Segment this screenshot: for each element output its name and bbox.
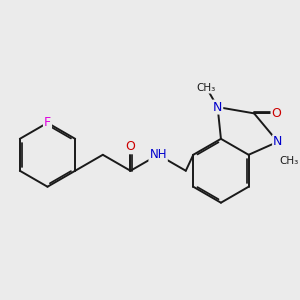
- Text: NH: NH: [149, 148, 167, 161]
- Text: F: F: [44, 116, 51, 129]
- Text: CH₃: CH₃: [197, 83, 216, 93]
- Text: CH₃: CH₃: [279, 156, 298, 166]
- Text: O: O: [272, 107, 281, 120]
- Text: O: O: [125, 140, 135, 153]
- Text: N: N: [273, 135, 283, 148]
- Text: N: N: [213, 100, 222, 114]
